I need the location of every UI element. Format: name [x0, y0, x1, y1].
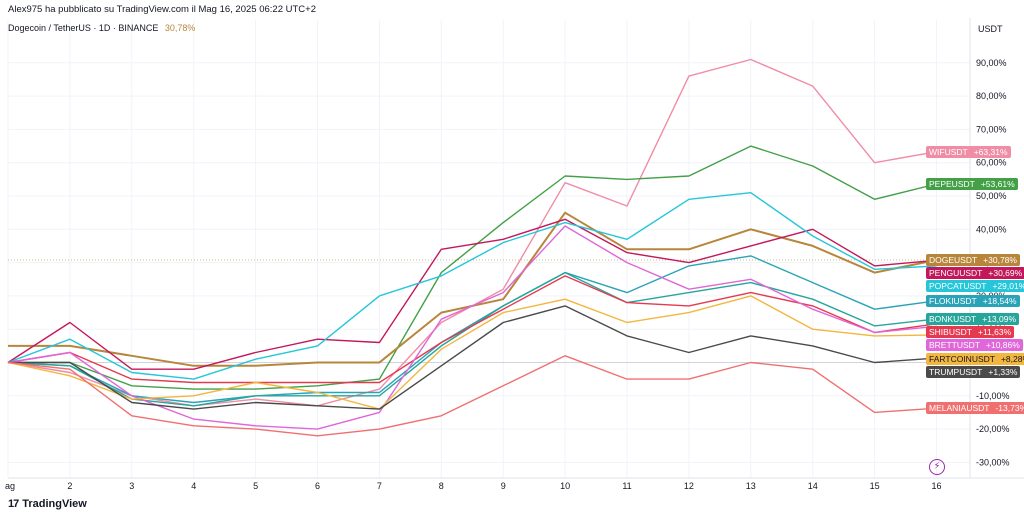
- series-label-value: +53,61%: [980, 178, 1015, 189]
- series-line-penguusdt: [7, 218, 937, 370]
- series-label-value: +8,28%: [1000, 353, 1024, 364]
- x-tick-label: 16: [931, 481, 941, 491]
- x-tick-label: 3: [129, 481, 134, 491]
- series-label-shibusdt[interactable]: SHIBUSDT +11,63%: [926, 326, 1015, 339]
- series-label-trumpusdt[interactable]: TRUMPUSDT +1,33%: [926, 365, 1021, 378]
- series-line-wifusdt: [7, 58, 937, 407]
- series-label-name: FLOKIUSDT: [929, 295, 977, 306]
- tradingview-brand[interactable]: 17 TradingView: [8, 498, 87, 510]
- series-label-name: WIFUSDT: [929, 146, 968, 157]
- x-tick-label: 8: [439, 481, 444, 491]
- series-label-value: +13,09%: [982, 313, 1017, 324]
- series-line-popcatusdt: [7, 191, 937, 380]
- x-tick-label: 14: [808, 481, 818, 491]
- published-caption: Alex975 ha pubblicato su TradingView.com…: [8, 4, 316, 15]
- series-label-flokiusdt[interactable]: FLOKIUSDT +18,54%: [926, 294, 1020, 307]
- x-tick-label: 2: [67, 481, 72, 491]
- x-tick-label: ag: [5, 481, 15, 491]
- x-tick-label: 10: [560, 481, 570, 491]
- series-label-name: MELANIAUSDT: [929, 403, 990, 414]
- series-label-name: PEPEUSDT: [929, 178, 975, 189]
- series-line-trumpusdt: [8, 305, 937, 410]
- y-tick-label: -10,00%: [976, 391, 1010, 401]
- series-label-value: +10,86%: [986, 340, 1020, 351]
- symbol-row: Dogecoin / TetherUS · 1D · BINANCE 30,78…: [8, 23, 195, 33]
- x-tick-label: 5: [253, 481, 258, 491]
- series-label-value: +1,33%: [988, 366, 1018, 377]
- symbol-title[interactable]: Dogecoin / TetherUS · 1D · BINANCE: [8, 23, 159, 33]
- lightning-icon[interactable]: ⚡: [929, 459, 945, 475]
- y-tick-label: 70,00%: [976, 124, 1007, 134]
- series-label-name: PENGUUSDT: [929, 268, 983, 279]
- series-label-bonkusdt[interactable]: BONKUSDT +13,09%: [926, 312, 1020, 325]
- series-label-value: +29,01%: [992, 281, 1024, 292]
- series-label-name: BONKUSDT: [929, 313, 977, 324]
- series-label-value: +63,31%: [973, 146, 1008, 157]
- x-tick-label: 13: [746, 481, 756, 491]
- series-label-name: SHIBUSDT: [929, 327, 972, 338]
- y-tick-label: 80,00%: [976, 91, 1007, 101]
- series-label-popcatusdt[interactable]: POPCATUSDT +29,01%: [926, 280, 1024, 293]
- y-tick-label: -20,00%: [976, 424, 1010, 434]
- price-scale-currency[interactable]: USDT: [978, 24, 1003, 34]
- series-label-name: DOGEUSDT: [929, 255, 978, 265]
- x-tick-label: 12: [684, 481, 694, 491]
- series-label-wifusdt[interactable]: WIFUSDT +63,31%: [926, 145, 1011, 158]
- series-label-name: POPCATUSDT: [929, 281, 987, 292]
- series-label-value: +30,69%: [988, 268, 1023, 279]
- series-label-penguusdt[interactable]: PENGUUSDT +30,69%: [926, 267, 1024, 280]
- x-tick-label: 4: [191, 481, 196, 491]
- series-label-fartcoinusdt[interactable]: FARTCOINUSDT +8,28%: [926, 352, 1024, 365]
- series-label-brettusdt[interactable]: BRETTUSDT +10,86%: [926, 339, 1023, 352]
- series-label-name: BRETTUSDT: [929, 340, 980, 351]
- series-line-fartcoinusdt: [7, 295, 937, 410]
- series-line-bonkusdt: [7, 271, 937, 407]
- x-tick-label: 15: [870, 481, 880, 491]
- series-label-value: -13,73%: [995, 403, 1024, 414]
- series-label-value: +18,54%: [982, 295, 1017, 306]
- y-tick-label: 90,00%: [976, 58, 1007, 68]
- y-tick-label: 60,00%: [976, 158, 1007, 168]
- x-tick-label: 11: [622, 481, 631, 491]
- series-line-flokiusdt: [7, 255, 937, 404]
- x-tick-label: 7: [377, 481, 382, 491]
- series-line-pepeusdt: [8, 145, 937, 390]
- series-label-name: TRUMPUSDT: [929, 366, 983, 377]
- tradingview-logo-icon: 17: [8, 498, 19, 510]
- series-label-dogeusdt[interactable]: DOGEUSDT +30,78%: [926, 254, 1020, 266]
- series-label-value: +30,78%: [983, 255, 1017, 265]
- series-label-melaniausdt[interactable]: MELANIAUSDT -13,73%: [926, 402, 1024, 415]
- series-line-melaniausdt: [7, 355, 937, 437]
- series-label-value: +11,63%: [977, 327, 1012, 338]
- x-tick-label: 9: [501, 481, 506, 491]
- series-label-name: FARTCOINUSDT: [929, 353, 995, 364]
- y-tick-label: -30,00%: [976, 457, 1010, 467]
- brand-name: TradingView: [22, 498, 87, 510]
- y-tick-label: 40,00%: [976, 224, 1007, 234]
- y-tick-label: 50,00%: [976, 191, 1007, 201]
- x-tick-label: 6: [315, 481, 320, 491]
- series-label-pepeusdt[interactable]: PEPEUSDT +53,61%: [926, 177, 1018, 190]
- series-line-brettusdt: [7, 225, 937, 430]
- series-line-shibusdt: [7, 275, 937, 384]
- symbol-change: 30,78%: [164, 23, 196, 33]
